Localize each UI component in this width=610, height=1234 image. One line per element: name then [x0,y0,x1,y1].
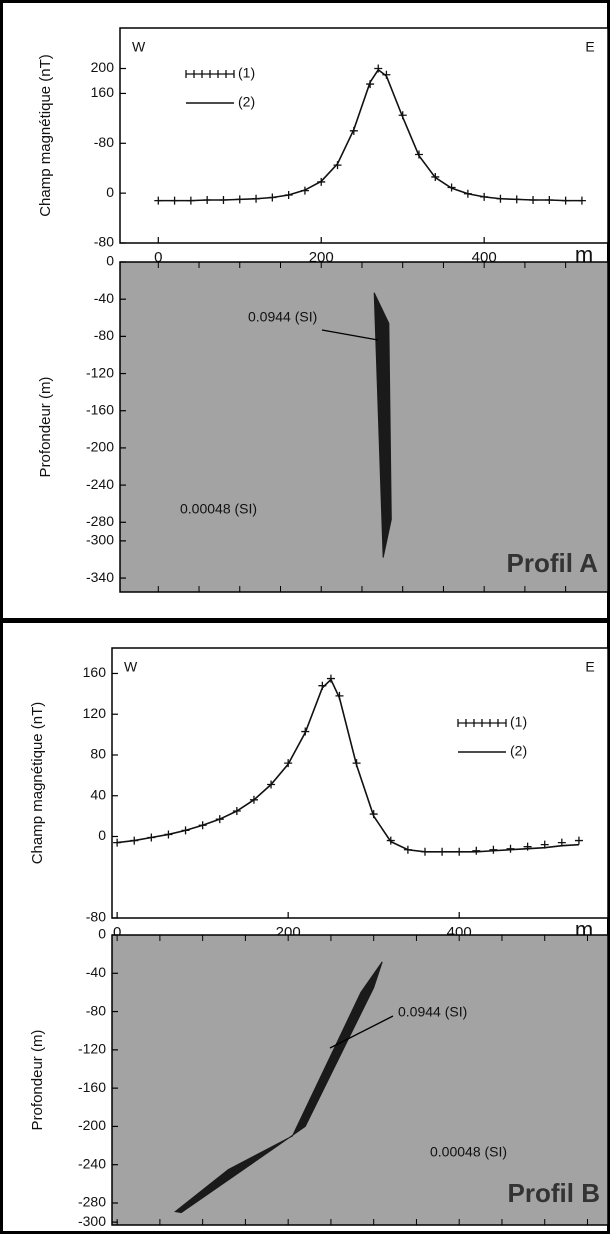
y-axis-label: Profondeur (m) [29,1030,46,1131]
y-tick-label: -80 [86,1002,106,1018]
y-tick-label: -240 [78,1155,106,1171]
y-tick-label: -80 [94,234,114,250]
section-frame [111,934,609,1226]
y-tick-label: -160 [78,1079,106,1095]
y-tick-label: 0 [106,184,114,200]
legend-label: (2) [238,94,255,110]
annotation: E [585,659,594,675]
panel-frame [0,620,610,1234]
y-tick-label: -300 [78,1213,106,1229]
plot-frame [111,647,609,919]
host-label: 0.00048 (SI) [180,501,257,517]
y-tick-label: -80 [86,909,106,925]
y-axis-label: Champ magnétique (nT) [29,702,46,865]
body-label: 0.0944 (SI) [398,1004,467,1020]
data-line [158,68,582,202]
y-tick-label: 40 [90,786,106,802]
x-tick-label: 0 [154,249,162,266]
body-polygon [373,292,392,558]
annotation: W [132,39,146,55]
data-marker [574,836,583,845]
body-label: 0.0944 (SI) [248,309,317,325]
y-tick-label: -120 [78,1041,106,1057]
y-tick-label: -340 [86,569,114,585]
legend-swatch [457,719,507,727]
y-tick-label: -280 [86,513,114,529]
y-tick-label: -40 [94,290,114,306]
y-tick-label: 80 [90,746,106,762]
legend-label: (1) [510,714,527,730]
body-polygon [174,961,383,1214]
y-tick-label: -80 [94,134,114,150]
y-tick-label: -160 [86,401,114,417]
x-tick-label: 0 [113,924,121,941]
y-axis-label: Profondeur (m) [37,377,54,478]
y-tick-label: -280 [78,1194,106,1210]
y-tick-label: -200 [78,1117,106,1133]
panel-title: Profil B [508,1178,600,1208]
data-line [117,678,579,853]
y-tick-label: -240 [86,476,114,492]
legend-label: (1) [238,65,255,81]
y-tick-label: 120 [83,705,107,721]
legend-label: (2) [510,743,527,759]
y-tick-label: -120 [86,364,114,380]
y-tick-label: 160 [91,84,115,100]
annotation: E [585,39,594,55]
y-tick-label: 0 [98,926,106,942]
data-marker [506,844,515,853]
host-label: 0.00048 (SI) [430,1144,507,1160]
x-axis-label: m [575,242,593,267]
y-tick-label: -40 [86,964,106,980]
leader-line [329,1015,394,1049]
data-marker [472,846,481,855]
y-axis-label: Champ magnétique (nT) [37,54,54,217]
y-tick-label: 0 [98,827,106,843]
section-frame [119,261,609,593]
y-tick-label: -80 [94,327,114,343]
annotation: W [124,659,138,675]
y-tick-label: 160 [83,664,107,680]
y-tick-label: -200 [86,439,114,455]
legend-swatch [185,70,235,78]
plot-frame [119,27,609,244]
y-tick-label: 0 [106,253,114,269]
leader-line [321,329,379,341]
y-tick-label: 200 [91,59,115,75]
y-tick-label: -300 [86,532,114,548]
panel-title: Profil A [507,548,599,578]
data-marker [489,845,498,854]
